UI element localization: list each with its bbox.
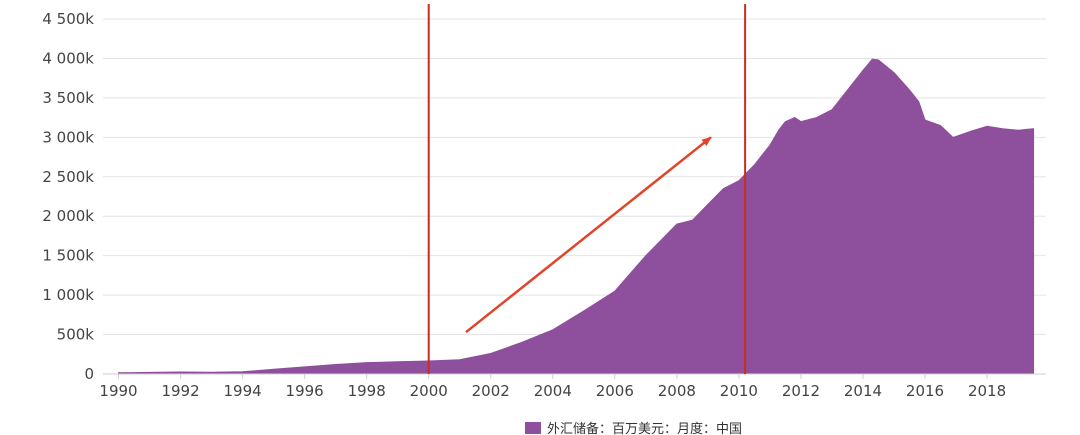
y-tick-label: 4 500k — [42, 10, 94, 28]
x-axis: 1990 1992 1994 1996 1998 2000 2002 2004 2006 2008… — [99, 373, 1046, 400]
x-tick-label: 2006 — [596, 382, 634, 400]
y-tick-label: 4 000k — [42, 49, 94, 67]
x-tick-label: 2004 — [534, 382, 572, 400]
y-tick-label: 3 500k — [42, 89, 94, 107]
x-tick-label: 1994 — [223, 382, 261, 400]
x-tick-label: 2000 — [410, 382, 448, 400]
x-tick-label: 1990 — [99, 382, 137, 400]
legend: 外汇储备：百万美元：月度：中国 — [525, 421, 742, 435]
annotations — [427, 4, 747, 374]
legend-swatch — [525, 422, 541, 434]
x-tick-label: 2016 — [906, 382, 944, 400]
x-tick-label: 2010 — [720, 382, 758, 400]
y-tick-label: 0 — [84, 365, 94, 383]
y-axis: 0 500k 1 000k 1 500k 2 000k 2 500k 3 000k 3 500… — [42, 10, 94, 383]
y-tick-label: 1 500k — [42, 247, 94, 265]
y-tick-label: 1 000k — [42, 286, 94, 304]
x-tick-label: 2014 — [844, 382, 882, 400]
y-tick-label: 500k — [57, 326, 95, 344]
x-tick-label: 1996 — [286, 382, 324, 400]
series-area-group — [118, 58, 1035, 375]
y-tick-label: 2 500k — [42, 168, 94, 186]
series-area — [118, 58, 1035, 375]
x-tick-label: 2002 — [472, 382, 510, 400]
x-tick-label: 1998 — [348, 382, 386, 400]
x-tick-label: 2012 — [782, 382, 820, 400]
x-tick-label: 2018 — [968, 382, 1006, 400]
trend-arrow — [465, 136, 712, 334]
x-tick-label: 1992 — [161, 382, 199, 400]
y-tick-label: 3 000k — [42, 128, 94, 146]
y-tick-label: 2 000k — [42, 207, 94, 225]
legend-label: 外汇储备：百万美元：月度：中国 — [547, 421, 742, 435]
x-tick-label: 2008 — [658, 382, 696, 400]
